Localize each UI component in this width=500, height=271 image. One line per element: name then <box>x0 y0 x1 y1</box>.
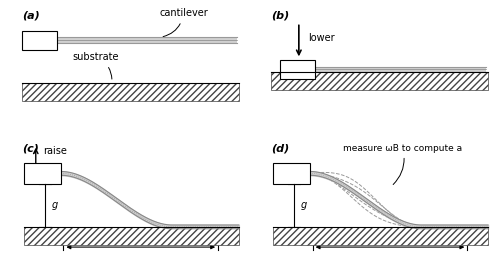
Bar <box>24 163 61 184</box>
Bar <box>271 72 488 90</box>
Text: (b): (b) <box>271 11 289 21</box>
Text: raise: raise <box>42 146 66 156</box>
Text: cantilever: cantilever <box>159 8 208 37</box>
Text: a: a <box>138 234 144 244</box>
Bar <box>274 227 488 245</box>
Bar <box>280 60 315 79</box>
Bar <box>22 31 56 50</box>
Text: g: g <box>301 201 308 211</box>
Text: (a): (a) <box>22 11 40 21</box>
Text: (d): (d) <box>271 144 289 154</box>
Bar <box>22 83 239 101</box>
Bar <box>274 163 310 184</box>
Text: measure ωB to compute a: measure ωB to compute a <box>343 144 462 185</box>
Bar <box>56 37 236 43</box>
Text: substrate: substrate <box>72 52 119 79</box>
Text: (c): (c) <box>22 144 39 154</box>
Text: a: a <box>387 234 393 244</box>
Text: g: g <box>52 201 58 211</box>
Bar <box>24 227 239 245</box>
Bar <box>315 67 486 72</box>
Text: lower: lower <box>308 33 334 43</box>
